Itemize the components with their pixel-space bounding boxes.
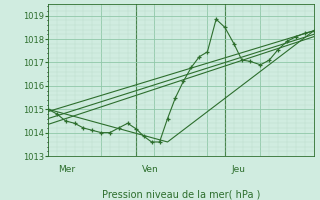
Text: Pression niveau de la mer( hPa ): Pression niveau de la mer( hPa ) [102, 189, 260, 199]
Text: Mer: Mer [59, 165, 76, 174]
Text: Jeu: Jeu [231, 165, 245, 174]
Text: Ven: Ven [142, 165, 159, 174]
